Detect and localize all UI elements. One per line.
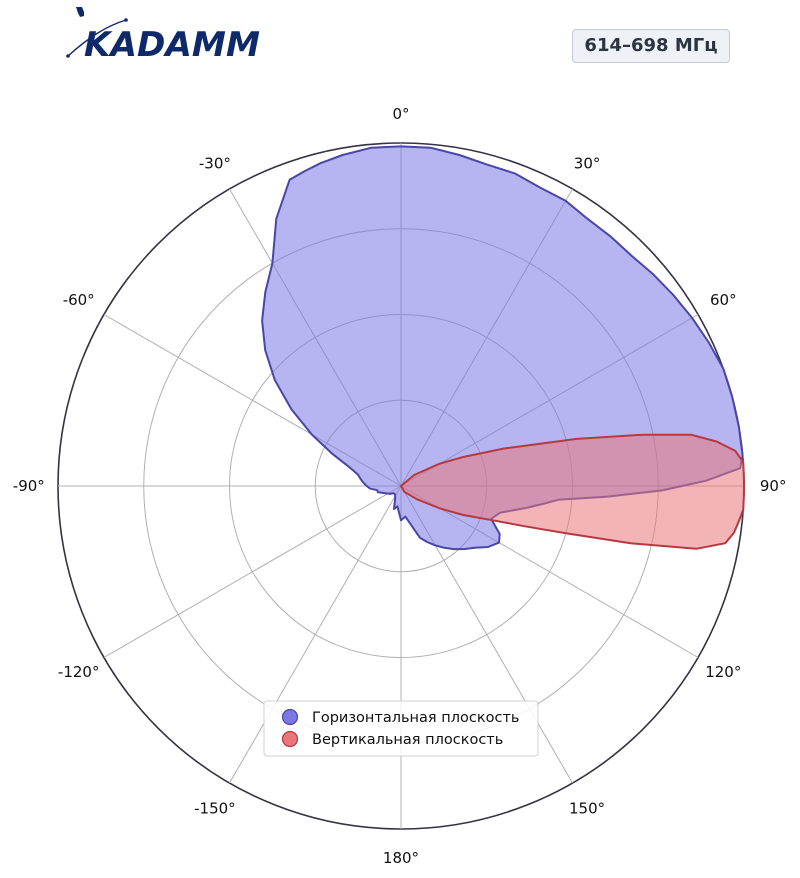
angle-tick-label: 60° [710, 291, 737, 309]
logo-dot-left [66, 54, 70, 58]
angle-tick-label: 90° [760, 477, 787, 495]
legend-label: Горизонтальная плоскость [312, 710, 519, 726]
logo-dot-right [124, 18, 128, 22]
angle-tick-labels: 0° 30° 60° 90° 120° 150° 180° -150° -120° -90° -60… [13, 105, 787, 867]
legend-label: Вертикальная плоскость [312, 732, 503, 748]
angle-tick-label: 30° [574, 155, 601, 173]
angle-tick-label: -30° [199, 155, 231, 173]
kadamm-logo: KADAMM [62, 4, 268, 64]
grid-spoke [229, 485, 402, 784]
angle-tick-label: -150° [194, 799, 236, 817]
legend: Горизонтальная плоскость Вертикальная пло… [263, 700, 539, 757]
frequency-band-badge: 614–698 МГц [572, 29, 730, 63]
angle-tick-label: 0° [392, 105, 409, 123]
logo-swoosh-icon [67, 19, 127, 57]
angle-tick-label: -120° [58, 663, 100, 681]
series-area-vertical [400, 433, 745, 550]
angle-tick-label: 120° [705, 663, 741, 681]
angle-tick-label: 180° [383, 849, 419, 867]
grid-spoke [103, 485, 402, 658]
legend-box [263, 700, 539, 757]
angle-tick-label: -90° [13, 477, 45, 495]
angle-tick-label: 150° [569, 799, 605, 817]
legend-marker [281, 708, 299, 726]
angle-tick-label: -60° [63, 291, 95, 309]
legend-marker [281, 730, 299, 748]
logo-wordmark: KADAMM [84, 25, 260, 64]
logo-flag-icon [76, 7, 84, 17]
series-layer [261, 145, 745, 551]
